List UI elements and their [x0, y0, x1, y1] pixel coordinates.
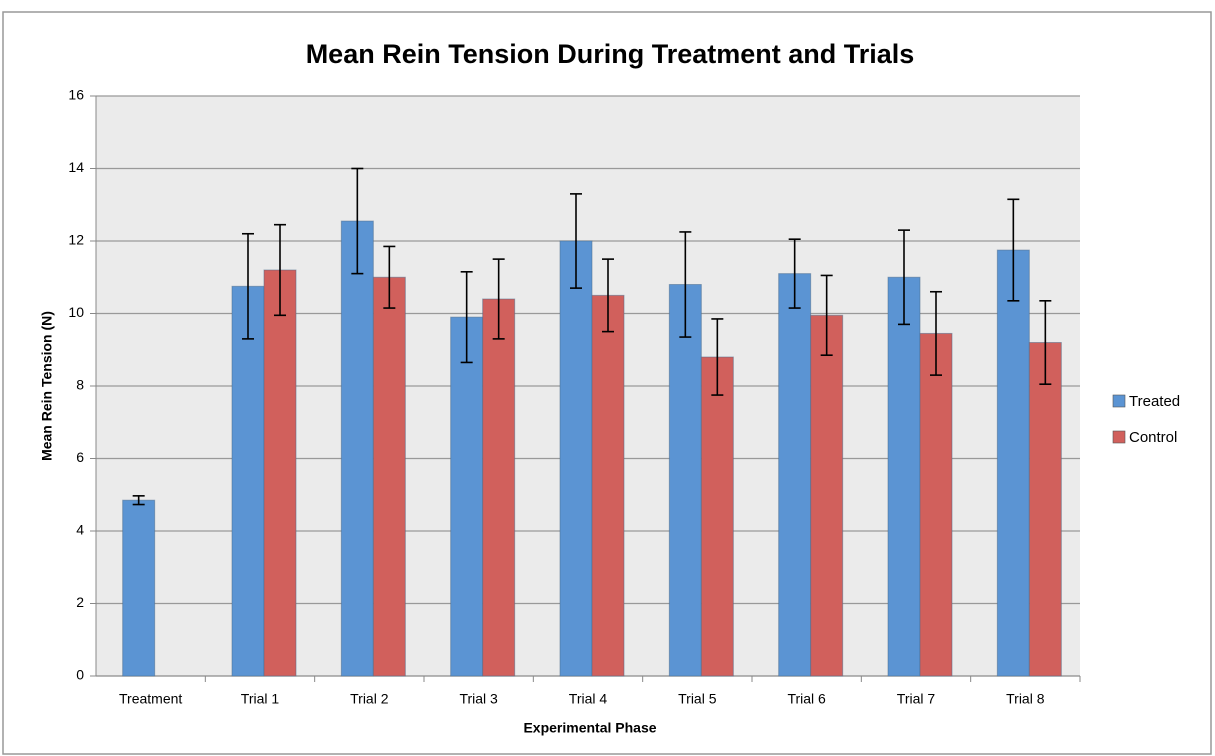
x-tick-label: Trial 3: [459, 691, 498, 707]
x-tick-label: Trial 1: [241, 691, 280, 707]
bar: [263, 269, 297, 677]
error-bar: [460, 271, 473, 364]
bar: [778, 273, 812, 677]
error-bar: [1007, 198, 1020, 302]
error-bar: [570, 193, 582, 289]
bar: [591, 294, 625, 677]
error-bar: [132, 495, 145, 506]
bar: [482, 298, 516, 677]
y-tick-label: 14: [68, 159, 84, 175]
y-tick-label: 6: [76, 449, 84, 465]
bar: [231, 285, 265, 677]
x-axis-label: Experimental Phase: [523, 720, 656, 736]
x-tick-label: Trial 4: [569, 691, 608, 707]
bar: [340, 220, 374, 677]
y-tick-label: 4: [76, 522, 84, 538]
x-tick-label: Trial 5: [678, 691, 717, 707]
bar: [1028, 342, 1062, 677]
y-tick-label: 16: [68, 87, 84, 103]
y-tick-label: 10: [68, 304, 84, 320]
error-bar: [930, 290, 942, 376]
error-bar: [679, 231, 692, 338]
x-tick-label: Trial 6: [787, 691, 826, 707]
error-bar: [602, 258, 614, 333]
bar: [810, 314, 844, 677]
y-axis-label: Mean Rein Tension (N): [39, 311, 55, 461]
error-bar: [351, 167, 364, 275]
bar: [996, 249, 1030, 677]
x-tick-label: Trial 8: [1006, 691, 1045, 707]
x-tick-label: Trial 2: [350, 691, 389, 707]
bar: [450, 316, 484, 677]
bar: [122, 499, 156, 677]
legend-swatch: [1112, 394, 1126, 408]
y-tick-label: 0: [76, 667, 84, 683]
bar: [559, 240, 593, 677]
error-bar: [242, 232, 254, 340]
legend-swatch: [1112, 430, 1126, 444]
error-bar: [274, 223, 286, 317]
error-bar: [383, 245, 396, 309]
error-bar: [1039, 300, 1052, 385]
y-tick-label: 12: [68, 232, 84, 248]
bar: [919, 332, 953, 677]
error-bar: [788, 238, 801, 309]
bar: [668, 284, 702, 677]
bar: [700, 356, 734, 677]
error-bar: [898, 229, 910, 326]
legend-label: Treated: [1129, 393, 1180, 410]
error-bar: [820, 274, 833, 356]
y-tick-label: 2: [76, 594, 84, 610]
x-tick-label: Trial 7: [897, 691, 936, 707]
legend-label: Control: [1129, 429, 1177, 446]
bar: [372, 276, 406, 677]
error-bar: [711, 318, 724, 396]
error-bar: [492, 258, 505, 340]
y-tick-label: 8: [76, 377, 84, 393]
chart-title: Mean Rein Tension During Treatment and T…: [306, 39, 915, 69]
bar: [887, 276, 921, 677]
x-tick-label: Treatment: [119, 691, 182, 707]
